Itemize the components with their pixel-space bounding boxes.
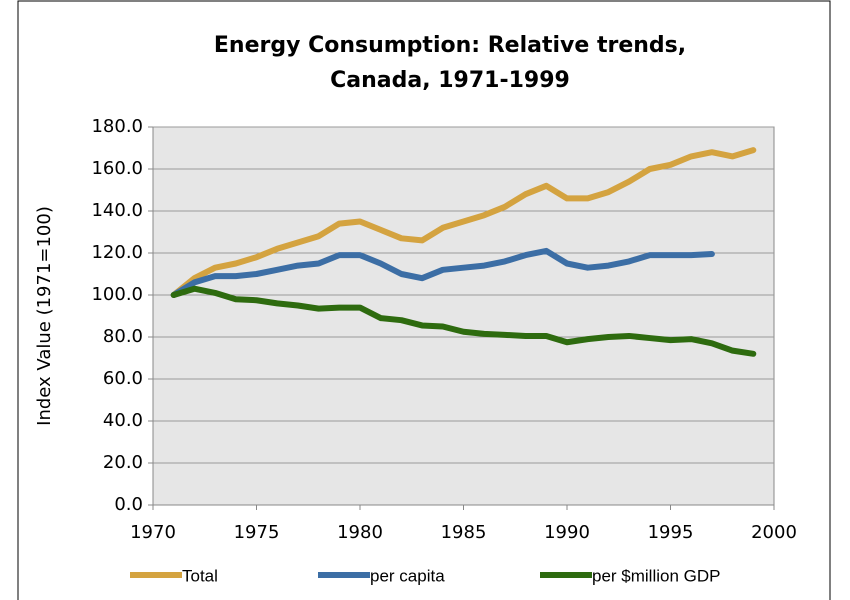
chart-title: Energy Consumption: Relative trends, Can… [213, 33, 687, 93]
y-tick-label: 80.0 [103, 326, 143, 347]
series-line [170, 285, 757, 357]
x-tick-label: 1970 [130, 522, 176, 543]
series-line [170, 247, 715, 298]
chart-border [17, 0, 831, 600]
series-line [170, 147, 757, 298]
y-tick-label: 0.0 [114, 494, 143, 515]
y-tick-label: 140.0 [91, 200, 143, 221]
x-tick-label: 1990 [544, 522, 590, 543]
x-tick-label: 1980 [337, 522, 383, 543]
y-tick-label: 60.0 [103, 368, 143, 389]
legend-label: Total [182, 566, 218, 585]
y-axis-label: Index Value (1971=100) [34, 206, 55, 426]
y-tick-label: 20.0 [103, 452, 143, 473]
x-tick-label: 1975 [234, 522, 280, 543]
legend-label: per $million GDP [592, 566, 721, 585]
y-tick-label: 120.0 [91, 242, 143, 263]
x-tick-label: 1995 [648, 522, 694, 543]
plot-area [152, 126, 775, 506]
y-tick-label: 100.0 [91, 284, 143, 305]
y-tick-label: 180.0 [91, 116, 143, 137]
legend-label: per capita [370, 566, 445, 585]
x-tick-label: 1985 [441, 522, 487, 543]
x-tick-label: 2000 [751, 522, 797, 543]
y-tick-label: 160.0 [91, 158, 143, 179]
y-tick-label: 40.0 [103, 410, 143, 431]
